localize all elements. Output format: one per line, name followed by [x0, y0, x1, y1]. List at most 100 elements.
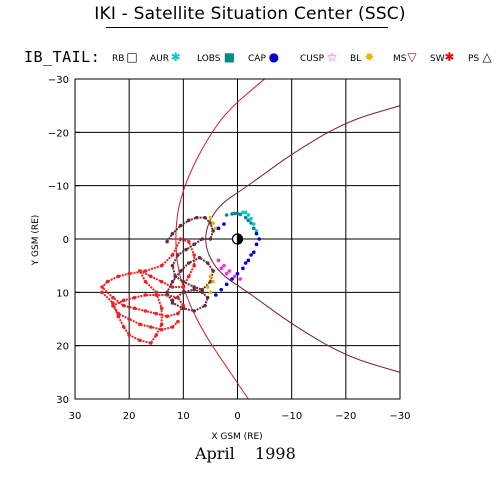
- date-footer: April 1998: [195, 444, 296, 463]
- series-sw: [100, 237, 196, 345]
- data-point-aur: [249, 216, 253, 221]
- data-point-cap: [224, 282, 229, 287]
- data-point-sw: [149, 325, 153, 329]
- data-point-sw: [138, 322, 142, 327]
- data-point-sw: [176, 319, 180, 324]
- data-point-lobs: [235, 211, 240, 216]
- data-point-bl: [208, 215, 213, 220]
- y-tick-label: 30: [56, 395, 69, 406]
- data-point-ms: [170, 263, 175, 268]
- data-point-ms: [165, 290, 169, 295]
- data-point-ms: [170, 279, 175, 284]
- x-tick-label: −30: [389, 411, 410, 422]
- data-point-sw: [159, 263, 164, 268]
- data-point-ms: [176, 253, 180, 257]
- data-point-ms: [181, 279, 186, 284]
- data-point-cap: [230, 277, 234, 281]
- data-point-ms: [186, 218, 191, 223]
- data-point-aur: [251, 222, 256, 226]
- data-point-ms: [165, 239, 169, 244]
- x-tick-label: 30: [69, 411, 82, 422]
- legend-label-cusp: CUSP: [300, 54, 325, 64]
- series-bl: [205, 215, 218, 295]
- y-tick-label: −30: [48, 75, 69, 86]
- data-point-lobs: [243, 215, 248, 220]
- data-point-ms: [203, 303, 207, 308]
- data-point-cusp: [222, 263, 226, 268]
- data-point-sw: [170, 253, 175, 257]
- data-point-cap: [254, 242, 259, 247]
- data-point-sw: [111, 295, 115, 300]
- data-point-sw: [143, 293, 148, 297]
- y-tick-label: 0: [63, 235, 69, 246]
- data-point-sw: [143, 309, 148, 313]
- data-point-cap: [214, 293, 218, 297]
- data-point-ms: [200, 237, 205, 241]
- data-point-sw: [100, 285, 104, 289]
- data-point-ms: [211, 229, 215, 233]
- data-point-lobs: [251, 226, 256, 231]
- data-point-sw: [154, 290, 159, 295]
- down-triangle-marker: ▽: [407, 50, 417, 64]
- data-point-sw: [186, 274, 191, 279]
- data-point-sw: [149, 341, 153, 345]
- title-underline: [106, 27, 388, 28]
- data-point-sw: [181, 285, 186, 289]
- data-point-lobs: [249, 221, 253, 225]
- up-triangle-marker: △: [482, 50, 492, 64]
- x-tick-label: 0: [234, 411, 240, 422]
- data-point-sw: [116, 274, 121, 279]
- data-point-cusp: [232, 274, 237, 279]
- x-tick-label: 20: [123, 411, 136, 422]
- y-axis-label: Y GSM (RE): [31, 215, 41, 267]
- data-point-sw: [192, 253, 196, 257]
- red-asterisk-marker: ✱: [444, 50, 455, 64]
- data-point-sw: [127, 271, 131, 276]
- data-point-sw: [149, 274, 153, 279]
- data-point-bl: [208, 290, 213, 295]
- data-point-ms: [186, 261, 191, 265]
- data-point-ms: [205, 295, 210, 300]
- data-point-aur: [246, 213, 251, 217]
- data-point-cusp: [238, 277, 243, 281]
- data-point-bl: [211, 279, 215, 284]
- data-point-ms: [200, 290, 205, 295]
- data-point-ms: [178, 269, 183, 273]
- data-point-sw: [121, 298, 126, 303]
- legend-label-ms: MS: [393, 54, 407, 64]
- data-point-bl: [211, 221, 215, 225]
- data-point-bl: [205, 285, 210, 289]
- legend-label-rb: RB: [112, 54, 125, 64]
- x-tick-label: 10: [177, 411, 190, 422]
- data-point-sw: [159, 322, 164, 327]
- data-point-sw: [116, 311, 121, 316]
- data-point-cap: [243, 261, 248, 265]
- data-point-ms: [208, 221, 213, 225]
- legend-label-aur: AUR: [150, 54, 169, 64]
- series-ms: [165, 215, 215, 313]
- data-point-ms: [173, 274, 178, 279]
- data-point-cap: [219, 287, 224, 292]
- data-point-sw: [127, 333, 131, 337]
- data-point-sw: [143, 269, 148, 273]
- data-point-cap: [241, 266, 245, 271]
- data-point-cusp: [216, 258, 221, 263]
- star-marker: ☆: [326, 50, 338, 64]
- data-point-sw: [159, 279, 164, 284]
- earth-marker: [231, 233, 244, 245]
- data-point-sw: [176, 311, 180, 316]
- y-tick-label: 20: [56, 342, 69, 353]
- data-point-sw: [178, 237, 183, 241]
- data-point-aur: [241, 210, 245, 215]
- data-point-cap: [254, 231, 259, 236]
- dot-marker: ●: [268, 50, 280, 64]
- data-point-sw: [132, 306, 137, 311]
- legend-label-cap: CAP: [248, 54, 266, 64]
- data-point-ms: [181, 290, 186, 295]
- y-tick-label: −20: [48, 128, 69, 139]
- x-tick-label: −20: [335, 411, 356, 422]
- data-point-sw: [154, 293, 159, 297]
- data-point-sw: [105, 279, 110, 284]
- data-point-lobs: [224, 213, 229, 217]
